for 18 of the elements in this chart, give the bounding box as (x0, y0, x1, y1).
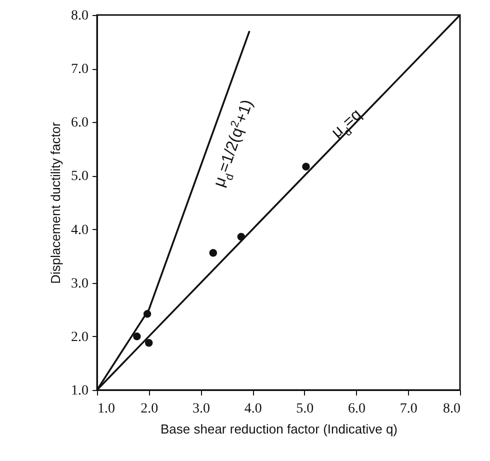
y-tick-label: 1.0 (71, 384, 88, 398)
x-tick-label: 6.0 (348, 402, 366, 416)
x-tick-label: 5.0 (296, 402, 314, 416)
y-tick-label: 2.0 (71, 330, 88, 345)
x-tick-label: 3.0 (192, 402, 210, 416)
x-tick-label: 8.0 (443, 402, 460, 416)
x-tick-label: 4.0 (244, 402, 262, 416)
y-axis-title: Displacement ductility factor (48, 121, 63, 284)
y-tick-label: 7.0 (71, 62, 88, 78)
y-tick-label: 5.0 (71, 169, 88, 184)
y-tick-label: 3.0 (71, 276, 88, 292)
y-tick-label: 4.0 (71, 222, 88, 238)
y-tick-label: 8.0 (71, 8, 88, 24)
x-axis-title: Base shear reduction factor (Indicative q) (160, 422, 398, 436)
x-tick-label: 7.0 (400, 402, 418, 416)
y-tick-label: 6.0 (71, 116, 88, 131)
x-tick-label: 1.0 (98, 402, 115, 416)
x-tick-label: 2.0 (140, 402, 158, 416)
